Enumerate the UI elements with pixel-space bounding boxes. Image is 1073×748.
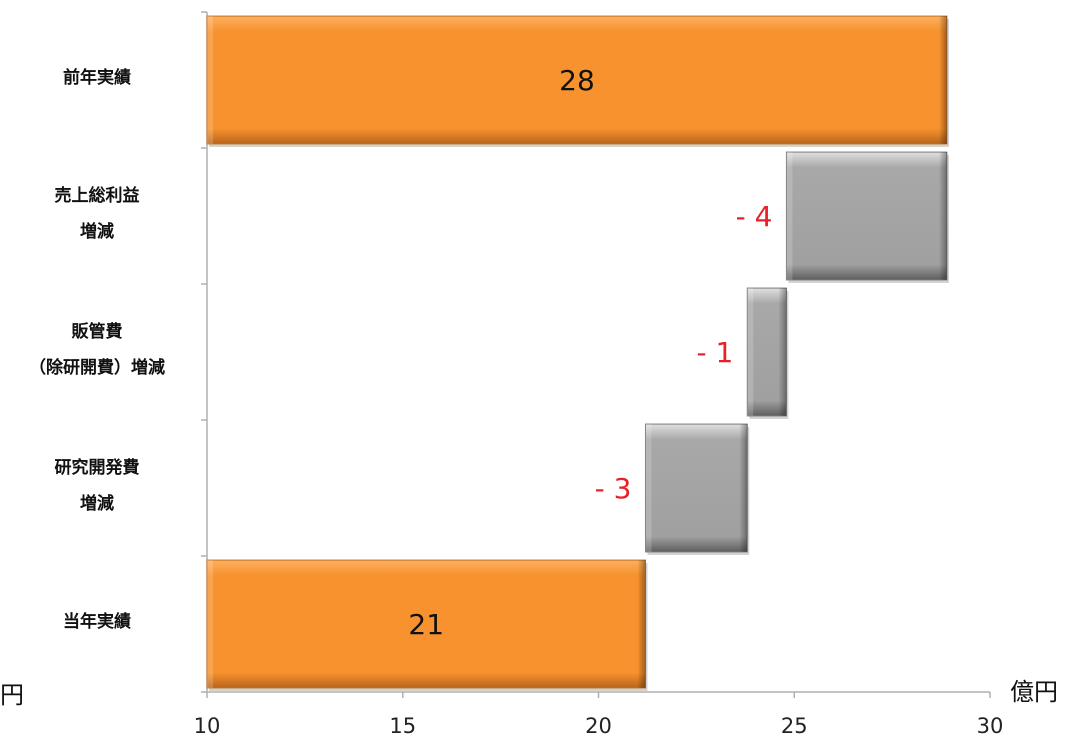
delta-bar-label: - 1 xyxy=(696,336,733,369)
delta-bar-label: - 3 xyxy=(595,472,632,505)
chart-bar-labels: 28 - 4 - 1 - 3 21 xyxy=(408,64,772,641)
category-label: 前年実績 xyxy=(63,68,131,88)
x-tick-label: 30 xyxy=(976,714,1004,738)
delta-bar xyxy=(746,287,789,419)
x-tick-label: 25 xyxy=(780,714,808,738)
x-tick-label: 20 xyxy=(585,714,612,738)
unit-right-label: 億円 xyxy=(1010,678,1058,706)
chart-bars xyxy=(206,15,949,691)
category-label: 販管費 （除研開費）増減 xyxy=(29,322,165,378)
x-tick-label: 15 xyxy=(389,714,417,738)
delta-bar-label: - 4 xyxy=(736,200,773,233)
delta-bar xyxy=(644,423,750,555)
category-label: 研究開発費 増減 xyxy=(54,458,140,514)
total-bar xyxy=(206,559,648,691)
unit-left-label: 円 xyxy=(0,681,24,709)
total-bar-label: 21 xyxy=(408,608,444,641)
total-bar xyxy=(206,15,949,147)
category-label: 売上総利益 増減 xyxy=(54,186,140,242)
category-label: 当年実績 xyxy=(63,612,131,632)
delta-bar xyxy=(785,151,949,283)
x-tick-label: 10 xyxy=(193,714,221,738)
total-bar-label: 28 xyxy=(559,64,595,97)
